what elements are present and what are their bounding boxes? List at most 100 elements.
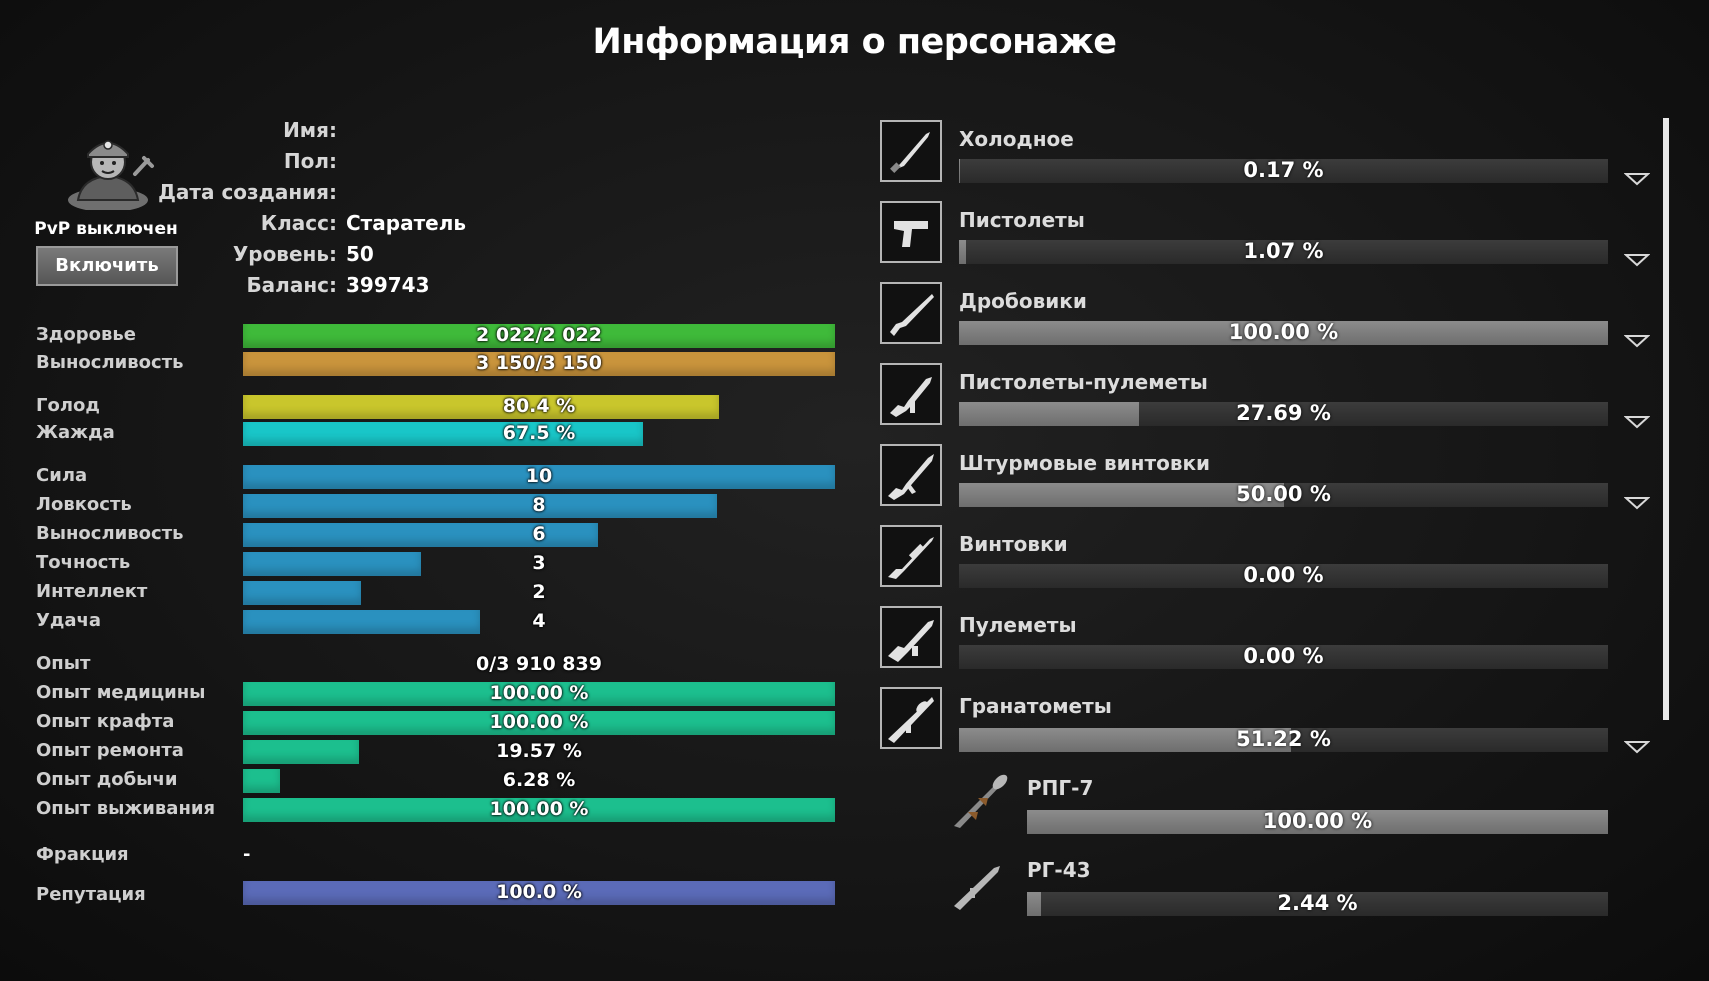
weapon-bar-smgs (959, 402, 1608, 426)
expand-shotguns-chevron-down-icon[interactable] (1623, 333, 1651, 349)
stat-value-craft-exp: 100.00 % (489, 711, 589, 733)
sub-weapon-bar-rpg7 (1027, 810, 1608, 834)
weapon-value-shotguns: 100.00 % (1228, 320, 1339, 344)
stat-value-reputation: 100.0 % (496, 881, 582, 903)
stat-bar-craft-exp (243, 711, 835, 735)
weapon-bar-rifles (959, 564, 1608, 588)
weapon-bar-melee (959, 159, 1608, 183)
level-label: Уровень: (232, 242, 337, 266)
stat-value-agility: 8 (532, 494, 546, 516)
weapon-bar-grenade-launchers (959, 728, 1608, 752)
weapon-bar-shotguns (959, 321, 1608, 345)
stat-bar-thirst (243, 422, 643, 446)
sub-weapon-bar-rg43 (1027, 892, 1608, 916)
weapon-name-grenade-launchers: Гранатометы (959, 694, 1112, 718)
stat-label-hunger: Голод (36, 395, 100, 416)
stat-value-stamina: 3 150/3 150 (476, 352, 602, 374)
stat-label-repair-exp: Опыт ремонта (36, 740, 184, 761)
class-label: Класс: (260, 211, 337, 235)
sub-weapon-bar-fill-rg43 (1027, 892, 1042, 916)
balance-value: 399743 (346, 273, 430, 297)
stat-value-medicine-exp: 100.00 % (489, 682, 589, 704)
sniper-rifle-icon (880, 525, 942, 587)
weapon-bar-fill-pistols (959, 240, 966, 264)
stat-bar-endurance (243, 523, 598, 547)
pistol-icon (880, 201, 942, 263)
created-date-label: Дата создания: (158, 180, 337, 204)
weapon-bar-fill-shotguns (959, 321, 1608, 345)
stat-value-survival-exp: 100.00 % (489, 798, 589, 820)
stat-label-thirst: Жажда (36, 422, 115, 443)
stat-bar-survival-exp (243, 798, 835, 822)
weapon-bar-fill-melee (959, 159, 961, 183)
level-value: 50 (346, 242, 374, 266)
sub-weapon-name-rg43: РГ-43 (1027, 858, 1091, 882)
weapon-value-rifles: 0.00 % (1243, 563, 1324, 587)
stat-value-mining-exp: 6.28 % (502, 769, 576, 791)
stat-value-health: 2 022/2 022 (476, 324, 602, 346)
enable-pvp-button[interactable]: Включить (36, 246, 178, 286)
knife-icon (880, 120, 942, 182)
avatar-portrait-icon (68, 140, 154, 212)
expand-pistols-chevron-down-icon[interactable] (1623, 252, 1651, 268)
shotgun-icon (880, 282, 942, 344)
name-label: Имя: (283, 118, 337, 142)
weapon-list-scrollbar[interactable] (1663, 118, 1669, 720)
stat-value-accuracy: 3 (532, 552, 546, 574)
faction-value: - (243, 844, 251, 865)
stat-bar-strength (243, 465, 835, 489)
stat-value-hunger: 80.4 % (502, 395, 576, 417)
stat-label-endurance: Выносливость (36, 523, 184, 544)
expand-assault-rifles-chevron-down-icon[interactable] (1623, 495, 1651, 511)
stat-label-survival-exp: Опыт выживания (36, 798, 216, 819)
stat-label-accuracy: Точность (36, 552, 131, 573)
weapon-name-rifles: Винтовки (959, 532, 1068, 556)
weapon-value-grenade-launchers: 51.22 % (1236, 727, 1331, 751)
balance-label: Баланс: (246, 273, 337, 297)
assault-rifle-icon (880, 444, 942, 506)
weapon-bar-fill-assault-rifles (959, 483, 1284, 507)
stat-label-experience: Опыт (36, 653, 91, 674)
expand-smgs-chevron-down-icon[interactable] (1623, 414, 1651, 430)
weapon-value-pistols: 1.07 % (1243, 239, 1324, 263)
page-title: Информация о персонаже (592, 22, 1117, 62)
machine-gun-icon (880, 606, 942, 668)
stat-value-endurance: 6 (532, 523, 546, 545)
sub-weapon-bar-fill-rpg7 (1027, 810, 1608, 834)
stat-value-experience: 0/3 910 839 (476, 653, 602, 675)
stat-value-thirst: 67.5 % (502, 422, 576, 444)
stat-label-craft-exp: Опыт крафта (36, 711, 175, 732)
sub-weapon-value-rg43: 2.44 % (1277, 891, 1358, 915)
weapon-name-melee: Холодное (959, 127, 1074, 151)
sub-weapon-value-rpg7: 100.00 % (1262, 809, 1373, 833)
stat-label-mining-exp: Опыт добычи (36, 769, 178, 790)
stat-label-reputation: Репутация (36, 884, 146, 905)
stat-bar-stamina (243, 352, 835, 376)
stat-bar-mining-exp (243, 769, 280, 793)
rpg7-icon (948, 768, 1014, 834)
weapon-bar-machine-guns (959, 645, 1608, 669)
stat-value-repair-exp: 19.57 % (496, 740, 582, 762)
weapon-name-machine-guns: Пулеметы (959, 613, 1077, 637)
weapon-name-assault-rifles: Штурмовые винтовки (959, 451, 1211, 475)
weapon-name-shotguns: Дробовики (959, 289, 1087, 313)
stat-label-medicine-exp: Опыт медицины (36, 682, 206, 703)
collapse-grenade-launchers-chevron-down-icon[interactable] (1623, 739, 1651, 755)
weapon-bar-pistols (959, 240, 1608, 264)
stat-label-luck: Удача (36, 610, 102, 631)
sub-weapon-name-rpg7: РПГ-7 (1027, 776, 1094, 800)
stat-label-strength: Сила (36, 465, 88, 486)
class-value: Старатель (346, 211, 467, 235)
stat-bar-hunger (243, 395, 719, 419)
weapon-name-smgs: Пистолеты-пулеметы (959, 370, 1208, 394)
stat-label-faction: Фракция (36, 844, 129, 865)
rg43-icon (948, 850, 1014, 916)
weapon-value-melee: 0.17 % (1243, 158, 1324, 182)
stat-bar-luck (243, 610, 480, 634)
expand-melee-chevron-down-icon[interactable] (1623, 171, 1651, 187)
weapon-value-assault-rifles: 50.00 % (1236, 482, 1331, 506)
weapon-value-machine-guns: 0.00 % (1243, 644, 1324, 668)
stat-bar-agility (243, 494, 717, 518)
weapon-value-smgs: 27.69 % (1236, 401, 1331, 425)
weapon-bar-assault-rifles (959, 483, 1608, 507)
